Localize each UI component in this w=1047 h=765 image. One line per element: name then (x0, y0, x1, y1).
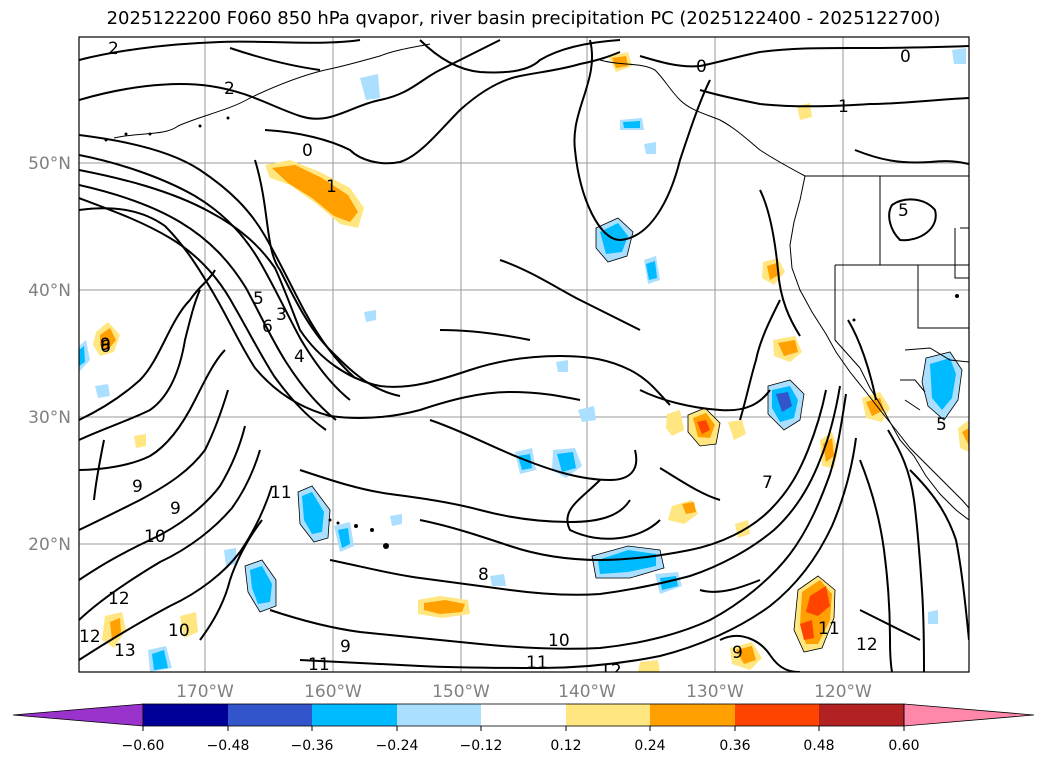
contour-label: 9 (132, 477, 143, 497)
precip-positive-shading (93, 52, 969, 672)
colorbar-segment (819, 704, 904, 726)
contour-label: 12 (108, 589, 130, 609)
colorbar-extend-high (903, 703, 1035, 727)
contour-label: 4 (294, 347, 305, 367)
colorbar-tick-label: −0.24 (376, 738, 419, 754)
contour-label: 5 (253, 289, 264, 309)
colorbar-segment (397, 704, 481, 726)
contour-label: 5 (898, 201, 909, 221)
contour-label: 6 (262, 317, 273, 337)
contour-label: 7 (762, 473, 773, 493)
longitude-axis: 170°W 160°W 150°W 140°W 130°W 120°W (176, 682, 872, 702)
contour-label: 2 (224, 79, 235, 99)
colorbar-segment (650, 704, 735, 726)
graticule (79, 37, 969, 672)
colorbar-extend-low (12, 703, 144, 727)
precip-outline-contours (244, 217, 963, 653)
contour-label: 12 (600, 661, 622, 681)
lat-label: 20°N (28, 535, 71, 555)
contour-label: 11 (818, 619, 840, 639)
colorbar-segment (143, 704, 228, 726)
contour-label: 2 (108, 39, 119, 59)
contour-label: 12 (856, 635, 878, 655)
colorbar-segment (735, 704, 819, 726)
colorbar-tick-label: −0.60 (122, 738, 165, 754)
colorbar: −0.60 −0.48 −0.36 −0.24 −0.12 0.12 0.24 … (12, 703, 1035, 754)
contour-label: 8 (478, 565, 489, 585)
colorbar-tick-label: 0.48 (803, 738, 834, 754)
lon-label: 170°W (176, 682, 234, 702)
contour-label: 11 (308, 655, 330, 675)
contour-label: 6 (100, 337, 111, 357)
colorbar-tick-label: −0.36 (291, 738, 334, 754)
contour-label: 5 (936, 415, 947, 435)
colorbar-segment (481, 704, 566, 726)
map-background (79, 37, 969, 672)
contour-label: 1 (326, 177, 337, 197)
lat-label: 40°N (28, 281, 71, 301)
contour-label: 10 (548, 631, 570, 651)
contour-label: 9 (100, 335, 111, 355)
contour-label: 12 (79, 627, 101, 647)
lat-label: 50°N (28, 154, 71, 174)
contour-label: 0 (696, 57, 707, 77)
colorbar-tick-label: −0.48 (207, 738, 250, 754)
map-title: 2025122200 F060 850 hPa qvapor, river ba… (106, 8, 941, 29)
lon-label: 160°W (304, 682, 362, 702)
contour-label: 9 (732, 643, 743, 663)
lat-label: 30°N (28, 408, 71, 428)
colorbar-tick-label: −0.12 (460, 738, 503, 754)
map-frame (78, 36, 970, 673)
colorbar-segment (312, 704, 397, 726)
contour-label: 10 (168, 621, 190, 641)
colorbar-tick-label: 0.24 (634, 738, 665, 754)
contour-label: 0 (302, 141, 313, 161)
precip-negative-shading (79, 48, 966, 672)
lon-label: 150°W (432, 682, 490, 702)
colorbar-tick-label: 0.12 (550, 738, 581, 754)
contour-label: 9 (170, 499, 181, 519)
lon-label: 140°W (558, 682, 616, 702)
contour-label: 3 (276, 305, 287, 325)
qvapor-contours (79, 39, 969, 672)
contour-label: 11 (526, 653, 548, 673)
colorbar-tick-label: 0.60 (888, 738, 919, 754)
contour-labels: 2 2 0 0 1 0 1 5 5 3 4 6 6 9 9 10 11 9 12… (79, 39, 947, 681)
colorbar-tick-label: 0.36 (719, 738, 750, 754)
contour-label: 0 (900, 47, 911, 67)
contour-label: 13 (114, 641, 136, 661)
colorbar-segment (228, 704, 312, 726)
contour-label: 10 (144, 527, 166, 547)
lon-label: 130°W (686, 682, 744, 702)
contour-label: 11 (270, 483, 292, 503)
contour-label: 9 (340, 637, 351, 657)
colorbar-segment (566, 704, 650, 726)
contour-label: 1 (838, 97, 849, 117)
lon-label: 120°W (814, 682, 872, 702)
latitude-axis: 50°N 40°N 30°N 20°N (28, 154, 71, 555)
